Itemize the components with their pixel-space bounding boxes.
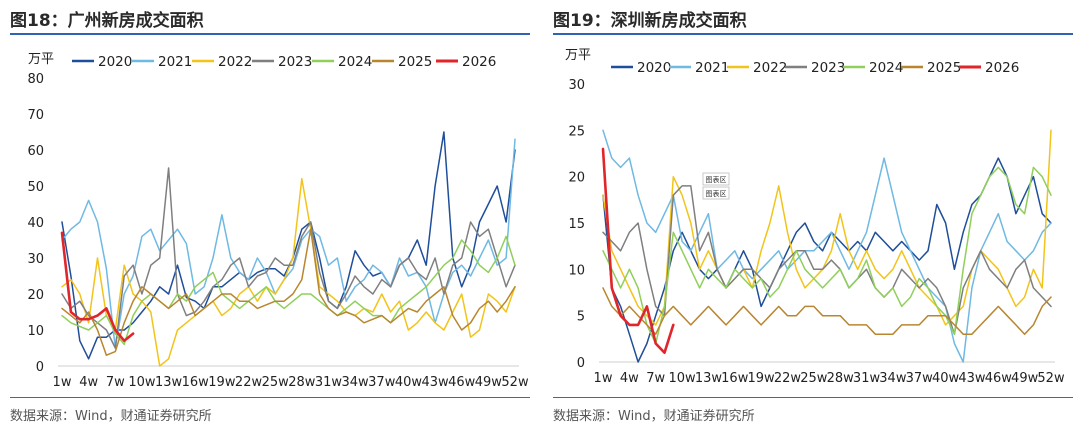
legend-label-2025: 2025 xyxy=(398,54,432,70)
chart-area-tooltip: 图表区 xyxy=(706,175,727,184)
series-line-2021 xyxy=(61,138,516,349)
y-tick-label: 5 xyxy=(577,310,585,325)
legend-label-2020: 2020 xyxy=(637,60,671,76)
source-rule xyxy=(10,397,530,398)
y-axis-label: 万平 xyxy=(28,52,54,67)
x-tick-label: 40w xyxy=(932,371,960,386)
x-tick-label: 46w xyxy=(985,371,1013,386)
x-tick-label: 22w xyxy=(235,375,263,390)
x-tick-label: 25w xyxy=(800,371,828,386)
x-tick-label: 43w xyxy=(958,371,986,386)
x-tick-label: 22w xyxy=(774,371,802,386)
x-tick-label: 10w xyxy=(128,375,156,390)
y-tick-label: 30 xyxy=(27,252,44,267)
series-line-2024 xyxy=(61,235,516,346)
x-tick-label: 49w xyxy=(1011,371,1039,386)
legend-label-2021: 2021 xyxy=(158,54,192,70)
x-tick-label: 52w xyxy=(1037,371,1065,386)
x-tick-label: 34w xyxy=(879,371,907,386)
x-tick-label: 13w xyxy=(695,371,723,386)
y-tick-label: 70 xyxy=(27,108,44,123)
x-tick-label: 43w xyxy=(421,375,449,390)
x-tick-label: 46w xyxy=(448,375,476,390)
y-tick-label: 40 xyxy=(27,216,44,231)
x-tick-label: 31w xyxy=(315,375,343,390)
y-tick-label: 50 xyxy=(27,180,44,195)
series-line-2026 xyxy=(601,147,675,355)
chart-area-tooltip: 图表区 xyxy=(706,189,727,198)
series-line-2023 xyxy=(602,185,1052,335)
x-tick-label: 37w xyxy=(906,371,934,386)
x-tick-label: 19w xyxy=(208,375,236,390)
x-tick-label: 28w xyxy=(827,371,855,386)
chart-panel-guangzhou: 图18：广州新房成交面积 万平 0 10 20 30 40 50 60 70 80 1w 4w 7w 10… xyxy=(0,0,537,427)
y-axis-label: 万平 xyxy=(565,48,591,63)
x-tick-label: 34w xyxy=(342,375,370,390)
x-tick-label: 4w xyxy=(79,375,98,390)
y-tick-label: 10 xyxy=(568,263,585,278)
x-tick-label: 25w xyxy=(262,375,290,390)
legend-label-2023: 2023 xyxy=(811,60,845,76)
legend-label-2022: 2022 xyxy=(753,60,787,76)
legend-label-2026: 2026 xyxy=(985,60,1019,76)
y-tick-label: 10 xyxy=(27,324,44,339)
x-tick-label: 28w xyxy=(288,375,316,390)
x-tick-label: 40w xyxy=(395,375,423,390)
y-tick-label: 0 xyxy=(36,360,44,375)
x-tick-label: 16w xyxy=(721,371,749,386)
legend-label-2026: 2026 xyxy=(462,54,496,70)
series-line-2024 xyxy=(602,166,1052,345)
series-line-2025 xyxy=(61,228,516,356)
series-line-2022 xyxy=(61,178,516,367)
title-rule xyxy=(10,33,530,35)
legend-label-2024: 2024 xyxy=(869,60,903,76)
x-tick-label: 16w xyxy=(182,375,210,390)
x-tick-label: 1w xyxy=(594,371,613,386)
legend-label-2023: 2023 xyxy=(278,54,312,70)
y-tick-label: 25 xyxy=(568,124,585,139)
legend-label-2020: 2020 xyxy=(98,54,132,70)
figure-title: 图18：广州新房成交面积 xyxy=(10,11,204,31)
y-tick-label: 15 xyxy=(568,217,585,232)
line-chart-guangzhou: 万平 0 10 20 30 40 50 60 70 80 1w 4w 7w 10w 13w 16w 19w 22w… xyxy=(27,52,529,390)
x-tick-label: 37w xyxy=(368,375,396,390)
series-line-2026 xyxy=(60,231,135,343)
x-tick-label: 31w xyxy=(853,371,881,386)
y-tick-label: 20 xyxy=(27,288,44,303)
x-tick-label: 1w xyxy=(53,375,72,390)
y-tick-label: 20 xyxy=(568,171,585,186)
chart-panel-shenzhen: 图19：深圳新房成交面积 万平 0 5 10 15 20 25 30 1w 4w 7w 10w 13w 1… xyxy=(543,0,1080,427)
y-tick-label: 30 xyxy=(568,78,585,93)
legend-label-2024: 2024 xyxy=(338,54,372,70)
title-rule xyxy=(553,33,1073,35)
chart-area-tooltip-box xyxy=(702,186,730,200)
x-tick-label: 52w xyxy=(501,375,529,390)
y-tick-label: 80 xyxy=(27,72,44,87)
source-note: 数据来源：Wind，财通证券研究所 xyxy=(10,409,212,424)
x-tick-label: 10w xyxy=(668,371,696,386)
x-tick-label: 13w xyxy=(155,375,183,390)
y-tick-label: 60 xyxy=(27,144,44,159)
y-tick-label: 0 xyxy=(577,356,585,371)
x-tick-label: 7w xyxy=(646,371,665,386)
legend-label-2022: 2022 xyxy=(218,54,252,70)
series-line-2023 xyxy=(61,167,516,349)
x-tick-label: 4w xyxy=(620,371,639,386)
x-tick-label: 49w xyxy=(475,375,503,390)
legend-label-2021: 2021 xyxy=(695,60,729,76)
source-rule xyxy=(553,397,1073,398)
series-line-2025 xyxy=(602,287,1052,335)
legend-label-2025: 2025 xyxy=(927,60,961,76)
x-tick-label: 19w xyxy=(748,371,776,386)
source-note: 数据来源：Wind，财通证券研究所 xyxy=(553,409,755,424)
figure-title: 图19：深圳新房成交面积 xyxy=(553,11,747,31)
chart-area-tooltip-box xyxy=(702,172,730,186)
series-line-2021 xyxy=(602,129,1052,363)
x-tick-label: 7w xyxy=(106,375,125,390)
